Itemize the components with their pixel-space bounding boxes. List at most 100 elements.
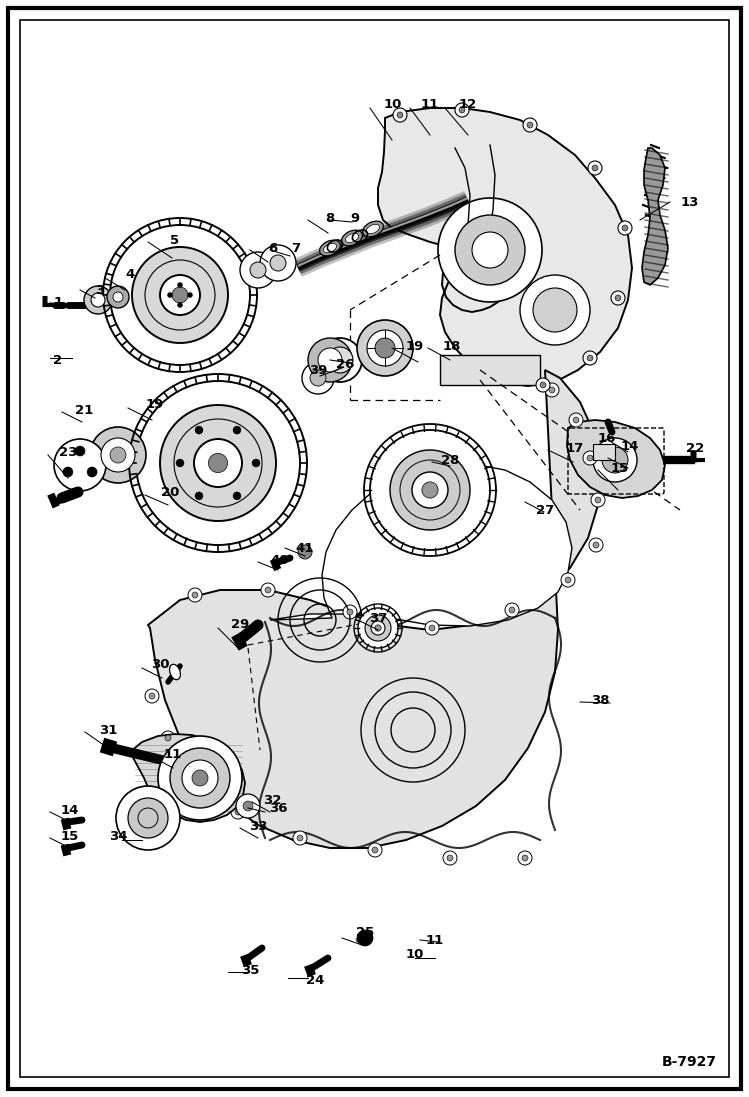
- Ellipse shape: [345, 234, 359, 242]
- Text: 2: 2: [53, 353, 63, 366]
- Circle shape: [318, 348, 342, 372]
- Text: 13: 13: [681, 195, 699, 208]
- Circle shape: [231, 805, 245, 819]
- Polygon shape: [130, 734, 245, 822]
- Text: 29: 29: [231, 619, 249, 632]
- Circle shape: [297, 835, 303, 841]
- Circle shape: [455, 103, 469, 117]
- Circle shape: [63, 467, 73, 477]
- Text: 8: 8: [325, 212, 335, 225]
- Circle shape: [390, 450, 470, 530]
- Text: 14: 14: [61, 803, 79, 816]
- Text: 6: 6: [268, 241, 278, 255]
- Circle shape: [618, 220, 632, 235]
- Circle shape: [358, 608, 398, 648]
- Polygon shape: [378, 108, 632, 386]
- Circle shape: [172, 287, 188, 303]
- Circle shape: [178, 303, 183, 307]
- Circle shape: [536, 378, 550, 392]
- Circle shape: [194, 439, 242, 487]
- Text: 9: 9: [351, 212, 360, 225]
- Ellipse shape: [342, 230, 363, 246]
- Circle shape: [357, 320, 413, 376]
- Circle shape: [505, 603, 519, 617]
- Circle shape: [192, 592, 198, 598]
- Circle shape: [136, 381, 300, 545]
- Text: 1: 1: [53, 296, 63, 309]
- Circle shape: [412, 472, 448, 508]
- Circle shape: [116, 785, 180, 850]
- Circle shape: [569, 412, 583, 427]
- Circle shape: [132, 247, 228, 343]
- Circle shape: [308, 338, 352, 382]
- Text: 23: 23: [59, 445, 77, 459]
- Circle shape: [595, 497, 601, 504]
- Ellipse shape: [324, 244, 336, 252]
- Circle shape: [293, 832, 307, 845]
- Circle shape: [588, 161, 602, 176]
- Text: 7: 7: [291, 241, 300, 255]
- Circle shape: [611, 291, 625, 305]
- Circle shape: [107, 286, 129, 308]
- Text: 16: 16: [598, 431, 616, 444]
- Bar: [440, 355, 540, 385]
- Circle shape: [422, 482, 438, 498]
- Circle shape: [260, 245, 296, 281]
- Circle shape: [192, 770, 208, 785]
- Text: 15: 15: [611, 462, 629, 475]
- Ellipse shape: [366, 224, 380, 234]
- Circle shape: [170, 748, 230, 808]
- Circle shape: [370, 430, 490, 550]
- Circle shape: [540, 382, 546, 388]
- Circle shape: [75, 446, 85, 456]
- Circle shape: [587, 455, 593, 461]
- Ellipse shape: [320, 240, 340, 256]
- Circle shape: [160, 405, 276, 521]
- Circle shape: [438, 197, 542, 302]
- Text: 10: 10: [383, 99, 402, 112]
- Text: 26: 26: [336, 359, 354, 372]
- Circle shape: [565, 577, 571, 583]
- Circle shape: [549, 387, 555, 393]
- Circle shape: [593, 438, 637, 482]
- Circle shape: [371, 621, 385, 635]
- Circle shape: [327, 347, 353, 373]
- Text: 30: 30: [151, 658, 169, 671]
- Circle shape: [397, 112, 403, 118]
- Text: 11: 11: [421, 99, 439, 112]
- Circle shape: [509, 607, 515, 613]
- Circle shape: [591, 493, 605, 507]
- Text: 4: 4: [125, 269, 135, 282]
- Text: 14: 14: [621, 440, 639, 452]
- Circle shape: [101, 438, 135, 472]
- Circle shape: [343, 606, 357, 619]
- Text: 41: 41: [296, 542, 314, 554]
- Circle shape: [178, 283, 183, 287]
- Circle shape: [182, 760, 218, 796]
- Circle shape: [522, 855, 528, 861]
- Text: 27: 27: [536, 504, 554, 517]
- Text: 36: 36: [269, 802, 288, 814]
- Circle shape: [265, 587, 271, 593]
- Circle shape: [310, 370, 326, 386]
- Circle shape: [533, 289, 577, 332]
- Circle shape: [455, 215, 525, 285]
- Circle shape: [149, 693, 155, 699]
- Text: 10: 10: [406, 949, 424, 961]
- Circle shape: [592, 165, 598, 171]
- Circle shape: [561, 573, 575, 587]
- Circle shape: [54, 439, 106, 491]
- Circle shape: [91, 293, 105, 307]
- Text: 17: 17: [566, 441, 584, 454]
- Circle shape: [425, 621, 439, 635]
- Circle shape: [587, 355, 593, 361]
- Polygon shape: [567, 420, 665, 498]
- Circle shape: [176, 459, 184, 467]
- Text: 20: 20: [161, 486, 179, 498]
- Circle shape: [374, 625, 381, 631]
- Circle shape: [447, 855, 453, 861]
- Text: 34: 34: [109, 829, 127, 842]
- Text: 31: 31: [99, 724, 117, 736]
- Circle shape: [367, 330, 403, 366]
- Ellipse shape: [169, 665, 181, 680]
